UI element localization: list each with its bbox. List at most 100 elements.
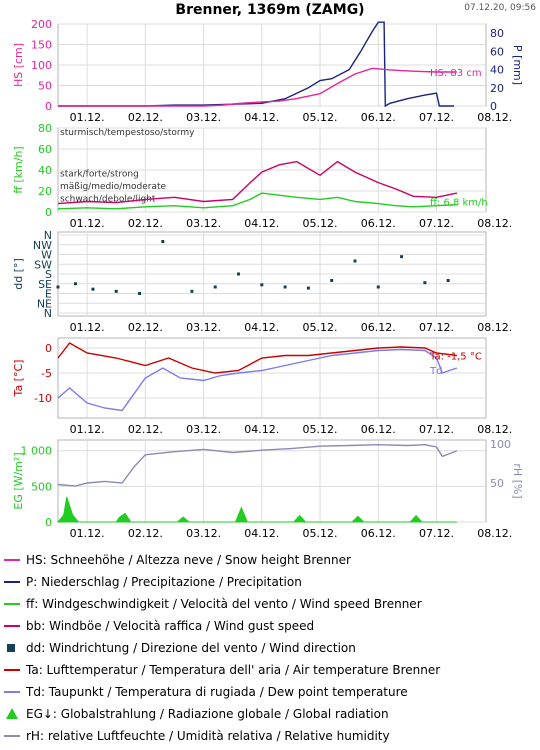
- dd-point: [114, 289, 118, 293]
- legend-label: dd: Windrichtung / Direzione del vento /…: [26, 641, 356, 655]
- precip-tick-label: 20: [490, 82, 504, 95]
- temperature-panel-x-tick: 03.12.: [186, 423, 221, 436]
- chart-title: Brenner, 1369m (ZAMG): [175, 2, 365, 18]
- dd-point: [237, 272, 241, 276]
- legend-line-icon: [4, 685, 22, 699]
- dd-point: [446, 279, 450, 282]
- ff-tick-label: 20: [38, 185, 52, 198]
- snow-panel-x-tick: 05.12.: [303, 111, 338, 124]
- legend-item: Td: Taupunkt / Temperatura di rugiada / …: [0, 682, 408, 702]
- rh-tick-label: 100: [490, 438, 511, 451]
- ff-tick-label: 40: [38, 164, 52, 177]
- ta-axis-label: Ta [°C]: [12, 360, 25, 398]
- wind-band-label: stark/forte/strong: [60, 169, 139, 179]
- dd-axis-label: dd [°]: [12, 258, 25, 290]
- snow-panel-x-tick: 07.12.: [419, 111, 454, 124]
- legend-label: bb: Windböe / Velocità raffica / Wind gu…: [26, 619, 315, 633]
- hs-tick-label: 200: [31, 18, 52, 31]
- legend-square-icon: [4, 641, 22, 655]
- precip-tick-label: 40: [490, 64, 504, 77]
- wind-band-label: schwach/debole/light: [60, 195, 156, 205]
- dd-tick-label: SE: [38, 278, 52, 291]
- snow-panel-x-tick: 03.12.: [186, 111, 221, 124]
- wind-panel-x-tick: 07.12.: [419, 217, 454, 230]
- bb-line: [57, 160, 458, 205]
- temperature-panel-x-tick: 01.12.: [70, 423, 105, 436]
- precip-line: [58, 21, 454, 108]
- dd-point: [423, 281, 427, 285]
- radiation-panel-x-tick: 01.12.: [70, 527, 105, 540]
- legend-item: rH: relative Luftfeuchte / Umidità relat…: [0, 726, 390, 746]
- wind-panel-x-tick: 04.12.: [244, 217, 279, 230]
- dd-point: [213, 285, 217, 289]
- radiation-panel-x-tick: 05.12.: [303, 527, 338, 540]
- eg-tick-label: 500: [31, 480, 52, 493]
- hs-line: [58, 67, 457, 107]
- direction-panel-x-tick: 04.12.: [244, 321, 279, 334]
- legend-label: P: Niederschlag / Precipitazione / Preci…: [26, 575, 302, 589]
- dd-point: [330, 279, 334, 282]
- radiation-panel-x-tick: 08.12.: [477, 527, 512, 540]
- legend-item: ff: Windgeschwindigkeit / Velocità del v…: [0, 594, 422, 614]
- hs-current-label: HS: 83 cm: [430, 68, 482, 79]
- temperature-panel-x-tick: 05.12.: [303, 423, 338, 436]
- legend-label: rH: relative Luftfeuchte / Umidità relat…: [26, 729, 390, 743]
- dd-tick-label: S: [45, 268, 52, 281]
- precip-tick-label: 60: [490, 45, 504, 58]
- hs-tick-label: 150: [31, 39, 52, 52]
- temperature-panel-frame: [57, 337, 487, 419]
- wind-panel-x-tick: 02.12.: [128, 217, 163, 230]
- legend-line-icon: [4, 619, 22, 633]
- temperature-panel-x-tick: 06.12.: [361, 423, 396, 436]
- temperature-panel-x-tick: 08.12.: [477, 423, 512, 436]
- dd-tick-label: E: [45, 288, 52, 301]
- legend-item: bb: Windböe / Velocità raffica / Wind gu…: [0, 616, 314, 636]
- ff-tick-label: 0: [45, 206, 52, 219]
- dd-tick-label: SW: [34, 258, 52, 271]
- dd-tick-label: W: [41, 249, 52, 262]
- dd-point: [56, 285, 60, 289]
- radiation-panel-x-tick: 06.12.: [361, 527, 396, 540]
- direction-panel-x-tick: 08.12.: [477, 321, 512, 334]
- dd-tick-label: NW: [33, 239, 52, 252]
- precip-axis-label: P [mm]: [511, 45, 524, 85]
- direction-panel-x-tick: 05.12.: [303, 321, 338, 334]
- dd-point: [73, 282, 77, 286]
- legend-line-icon: [4, 663, 22, 677]
- eg-axis-label: EG [W/m²]: [12, 452, 25, 509]
- ta-tick-label: -10: [34, 392, 52, 405]
- legend-line-icon: [4, 553, 22, 567]
- dd-point: [138, 292, 142, 295]
- legend-item: dd: Windrichtung / Direzione del vento /…: [0, 638, 356, 658]
- snow-panel-x-tick: 02.12.: [128, 111, 163, 124]
- radiation-panel-x-tick: 04.12.: [244, 527, 279, 540]
- direction-panel-x-tick: 03.12.: [186, 321, 221, 334]
- rh-tick-label: 50: [490, 477, 504, 490]
- ff-axis-label: ff [km/h]: [12, 146, 25, 193]
- dd-point: [306, 286, 310, 290]
- dd-tick-label: NE: [37, 297, 52, 310]
- legend-line-icon: [4, 729, 22, 743]
- legend-label: ff: Windgeschwindigkeit / Velocità del v…: [26, 597, 422, 611]
- wind-band-label: mäßig/medio/moderate: [60, 182, 167, 192]
- td-current-label: Td: [429, 366, 442, 377]
- wind-panel-x-tick: 06.12.: [361, 217, 396, 230]
- hs-axis-label: HS [cm]: [12, 43, 25, 87]
- hs-tick-label: 100: [31, 59, 52, 72]
- temperature-panel-x-tick: 07.12.: [419, 423, 454, 436]
- snow-panel-x-tick: 08.12.: [477, 111, 512, 124]
- wind-panel-x-tick: 03.12.: [186, 217, 221, 230]
- radiation-panel-frame: [57, 439, 487, 523]
- precip-tick-label: 0: [490, 100, 497, 113]
- radiation-panel-x-tick: 02.12.: [128, 527, 163, 540]
- ta-tick-label: 0: [45, 342, 52, 355]
- dd-point: [161, 240, 165, 243]
- legend-label: Ta: Lufttemperatur / Temperatura dell' a…: [26, 663, 441, 677]
- direction-panel-x-tick: 06.12.: [361, 321, 396, 334]
- ff-line: [57, 192, 457, 210]
- dd-point: [190, 289, 194, 293]
- hs-tick-label: 50: [38, 80, 52, 93]
- dd-point: [353, 259, 357, 263]
- rh-axis-label: rH [%]: [511, 463, 524, 498]
